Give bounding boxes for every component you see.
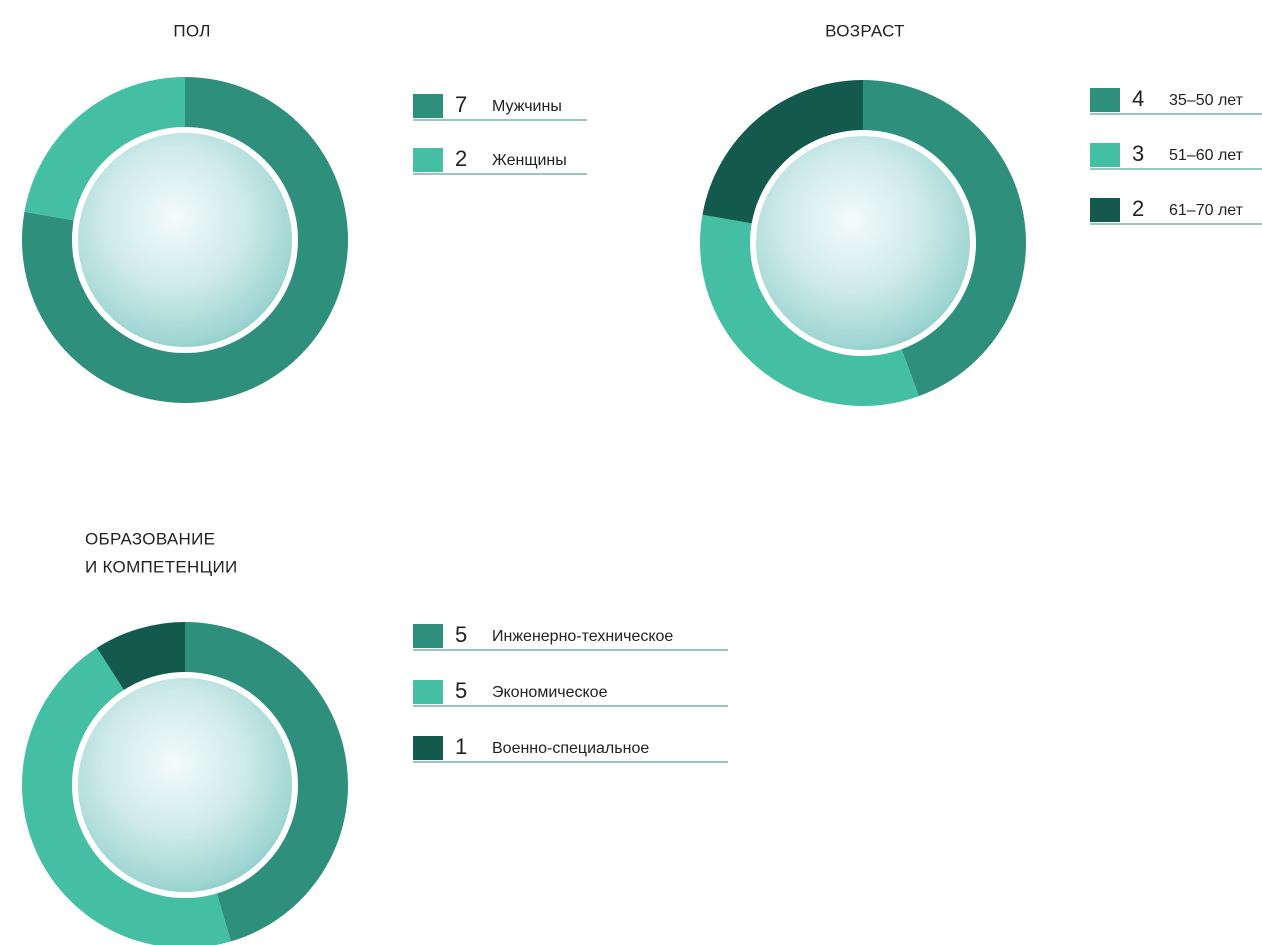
legend-value: 5 [455, 622, 467, 647]
legend-value: 2 [455, 146, 467, 171]
legend-swatch [1090, 143, 1120, 167]
legend-label: Экономическое [492, 684, 608, 701]
chart: ОБРАЗОВАНИЕ И КОМПЕТЕНЦИИ 5 Инженерно-техни… [22, 529, 728, 945]
legend-swatch [413, 94, 443, 118]
legend-swatch [1090, 198, 1120, 222]
legend-label: Инженерно-техническое [492, 628, 673, 645]
donut-segment [22, 77, 348, 403]
legend-label: Военно-специальное [492, 740, 649, 757]
legend-swatch [413, 736, 443, 760]
legend-value: 3 [1132, 141, 1144, 166]
legend-swatch [1090, 88, 1120, 112]
legend-value: 7 [455, 92, 467, 117]
donut-segment [22, 647, 231, 945]
donut-segment [185, 622, 348, 942]
donut [22, 77, 348, 403]
chart-title: И КОМПЕТЕНЦИИ [85, 557, 238, 576]
chart: ПОЛ 7 Мужчины 2 Женщины [22, 21, 587, 403]
center-image [72, 127, 298, 353]
donut [22, 622, 348, 945]
donut [699, 80, 1026, 406]
donut-segment [702, 80, 863, 225]
legend-label: 61–70 лет [1169, 202, 1244, 219]
legend-value: 4 [1132, 86, 1144, 111]
center-image [72, 672, 298, 898]
legend-label: Женщины [492, 152, 567, 169]
legend-swatch [413, 148, 443, 172]
legend-value: 1 [455, 734, 467, 759]
legend-value: 5 [455, 678, 467, 703]
donut-segment [863, 80, 1026, 397]
legend-label: Мужчины [492, 98, 562, 115]
chart-title: ВОЗРАСТ [825, 21, 905, 40]
center-image [750, 130, 976, 356]
legend-swatch [413, 680, 443, 704]
chart-title: ПОЛ [173, 21, 210, 40]
legend-label: 51–60 лет [1169, 147, 1244, 164]
legend-value: 2 [1132, 196, 1144, 221]
donut-segment [24, 77, 186, 222]
legend-swatch [413, 624, 443, 648]
chart-title: ОБРАЗОВАНИЕ [85, 529, 215, 548]
chart: ВОЗРАСТ 4 35–50 лет 3 51–60 лет 2 61–70 лет [699, 21, 1262, 406]
legend-label: 35–50 лет [1169, 92, 1244, 109]
